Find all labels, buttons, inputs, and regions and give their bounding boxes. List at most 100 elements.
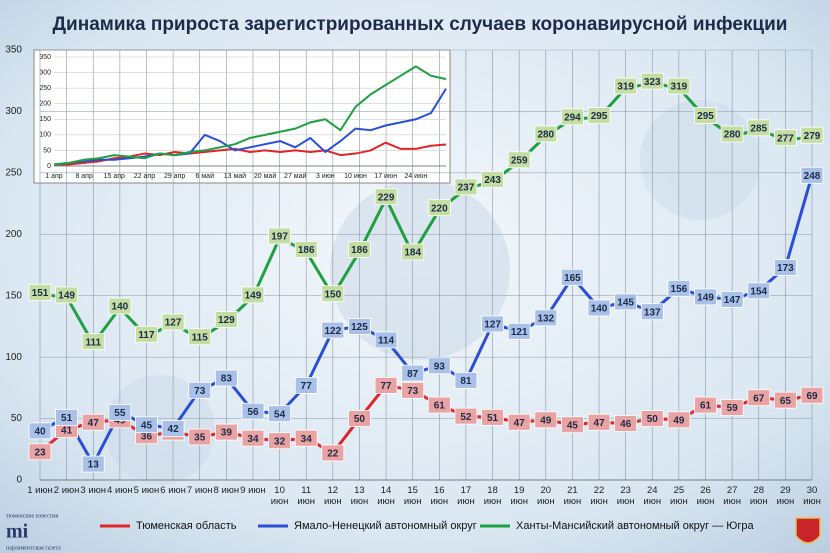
data-label: 47: [514, 418, 526, 429]
data-label: 42: [168, 424, 180, 435]
data-label-box: [268, 432, 291, 450]
data-label: 34: [301, 434, 313, 445]
data-label-box: [720, 399, 744, 416]
x-tick-label: 3 июн: [316, 173, 335, 180]
x-tick-label: 24 июн: [643, 485, 662, 507]
y-tick-label: 300: [5, 106, 22, 117]
data-label: 73: [194, 386, 206, 397]
data-label: 237: [458, 182, 475, 193]
data-label-box: [55, 408, 79, 426]
data-label-box: [614, 293, 638, 311]
data-label: 87: [407, 369, 419, 380]
data-label: 220: [431, 203, 448, 214]
x-tick-label: 6 май: [196, 172, 215, 180]
data-label: 32: [274, 436, 286, 447]
data-label-box: [561, 416, 584, 434]
x-tick-label: 2 июн: [53, 485, 80, 496]
data-label-box: [188, 328, 212, 346]
data-label: 145: [617, 297, 634, 308]
data-label: 295: [591, 111, 608, 122]
x-tick-label: 6 июн: [160, 485, 186, 496]
data-label: 149: [58, 291, 75, 302]
data-label: 248: [804, 171, 821, 182]
data-label: 40: [34, 426, 46, 437]
data-label-box: [747, 119, 771, 137]
series-line: [53, 65, 447, 166]
x-tick-label: 29 апр: [164, 173, 185, 180]
data-label-box: [241, 402, 265, 420]
data-label: 319: [671, 82, 688, 93]
data-label: 156: [671, 284, 688, 295]
x-tick-label: 27 июн: [723, 485, 741, 507]
data-label: 34: [247, 434, 259, 445]
data-label-box: [81, 413, 105, 431]
data-label: 173: [777, 263, 794, 274]
data-label: 165: [564, 273, 581, 284]
data-label-box: [614, 77, 638, 95]
x-tick-label: 10 июн: [270, 485, 289, 507]
data-label-box: [374, 376, 398, 394]
data-label: 186: [298, 245, 315, 256]
x-tick-label: 9 июн: [240, 485, 266, 496]
data-label: 151: [32, 288, 49, 299]
x-tick-label: 12 июн: [323, 485, 342, 507]
data-label: 121: [511, 327, 528, 338]
data-label: 229: [378, 192, 395, 203]
data-label-box: [28, 284, 52, 301]
data-label-box: [587, 107, 611, 124]
data-label: 114: [378, 336, 395, 347]
data-label-box: [427, 357, 451, 375]
data-label-box: [481, 408, 504, 426]
data-label-box: [773, 391, 797, 409]
data-label-box: [294, 241, 318, 258]
series-line: [54, 141, 447, 166]
legend-label: Ямало-Ненецкий автономный округ: [294, 520, 477, 532]
data-label: 140: [591, 304, 608, 315]
x-tick-label: 22 апр: [134, 173, 155, 180]
y-tick-label: 0: [16, 475, 22, 486]
y-tick-label: 250: [39, 85, 51, 92]
x-tick-label: 17 июн: [457, 485, 475, 507]
data-label-box: [294, 376, 318, 394]
x-tick-label: 15 апр: [104, 173, 125, 180]
logo-text: парламентская газета: [6, 545, 61, 551]
data-label-box: [161, 419, 185, 437]
data-label-box: [561, 108, 584, 126]
y-tick-label: 350: [5, 45, 22, 56]
x-tick-label: 8 апр: [75, 173, 93, 180]
data-label-box: [321, 321, 345, 339]
data-label-box: [321, 444, 345, 462]
x-tick-label: 28 июн: [749, 485, 768, 507]
data-label-box: [294, 429, 318, 447]
data-label-box: [667, 77, 691, 95]
data-label: 186: [351, 245, 368, 256]
data-label: 77: [381, 381, 393, 392]
data-label-box: [587, 413, 611, 431]
x-tick-label: 16 июн: [430, 485, 449, 507]
data-label-box: [108, 297, 132, 315]
logo-text: тюменские известия: [6, 513, 58, 519]
series-line: [53, 88, 447, 166]
data-label-box: [348, 241, 371, 258]
data-label-box: [161, 313, 185, 331]
y-tick-label: 300: [39, 69, 51, 76]
data-label-box: [454, 407, 478, 425]
data-label-box: [427, 396, 451, 414]
x-tick-label: 20 июн: [536, 485, 555, 507]
data-label-box: [720, 290, 744, 308]
data-label: 61: [700, 401, 712, 412]
data-label-box: [534, 411, 558, 429]
data-label: 323: [644, 77, 661, 88]
y-tick-label: 100: [39, 132, 51, 139]
data-label: 35: [194, 433, 206, 444]
x-tick-label: 13 июн: [350, 485, 369, 507]
y-tick-label: 150: [5, 290, 22, 301]
data-label: 149: [697, 293, 714, 304]
data-label-box: [534, 309, 558, 327]
data-label: 47: [88, 418, 100, 429]
data-label: 36: [141, 431, 153, 442]
data-label-box: [720, 125, 744, 143]
x-tick-label: 17 июн: [374, 173, 397, 180]
